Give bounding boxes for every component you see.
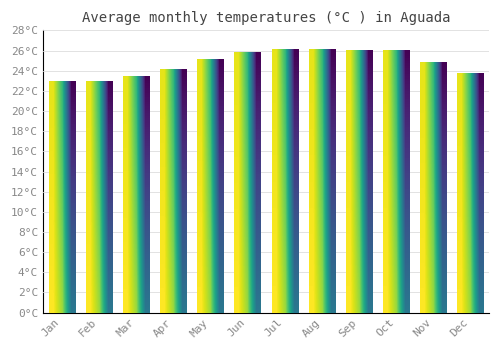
Title: Average monthly temperatures (°C ) in Aguada: Average monthly temperatures (°C ) in Ag… xyxy=(82,11,450,25)
